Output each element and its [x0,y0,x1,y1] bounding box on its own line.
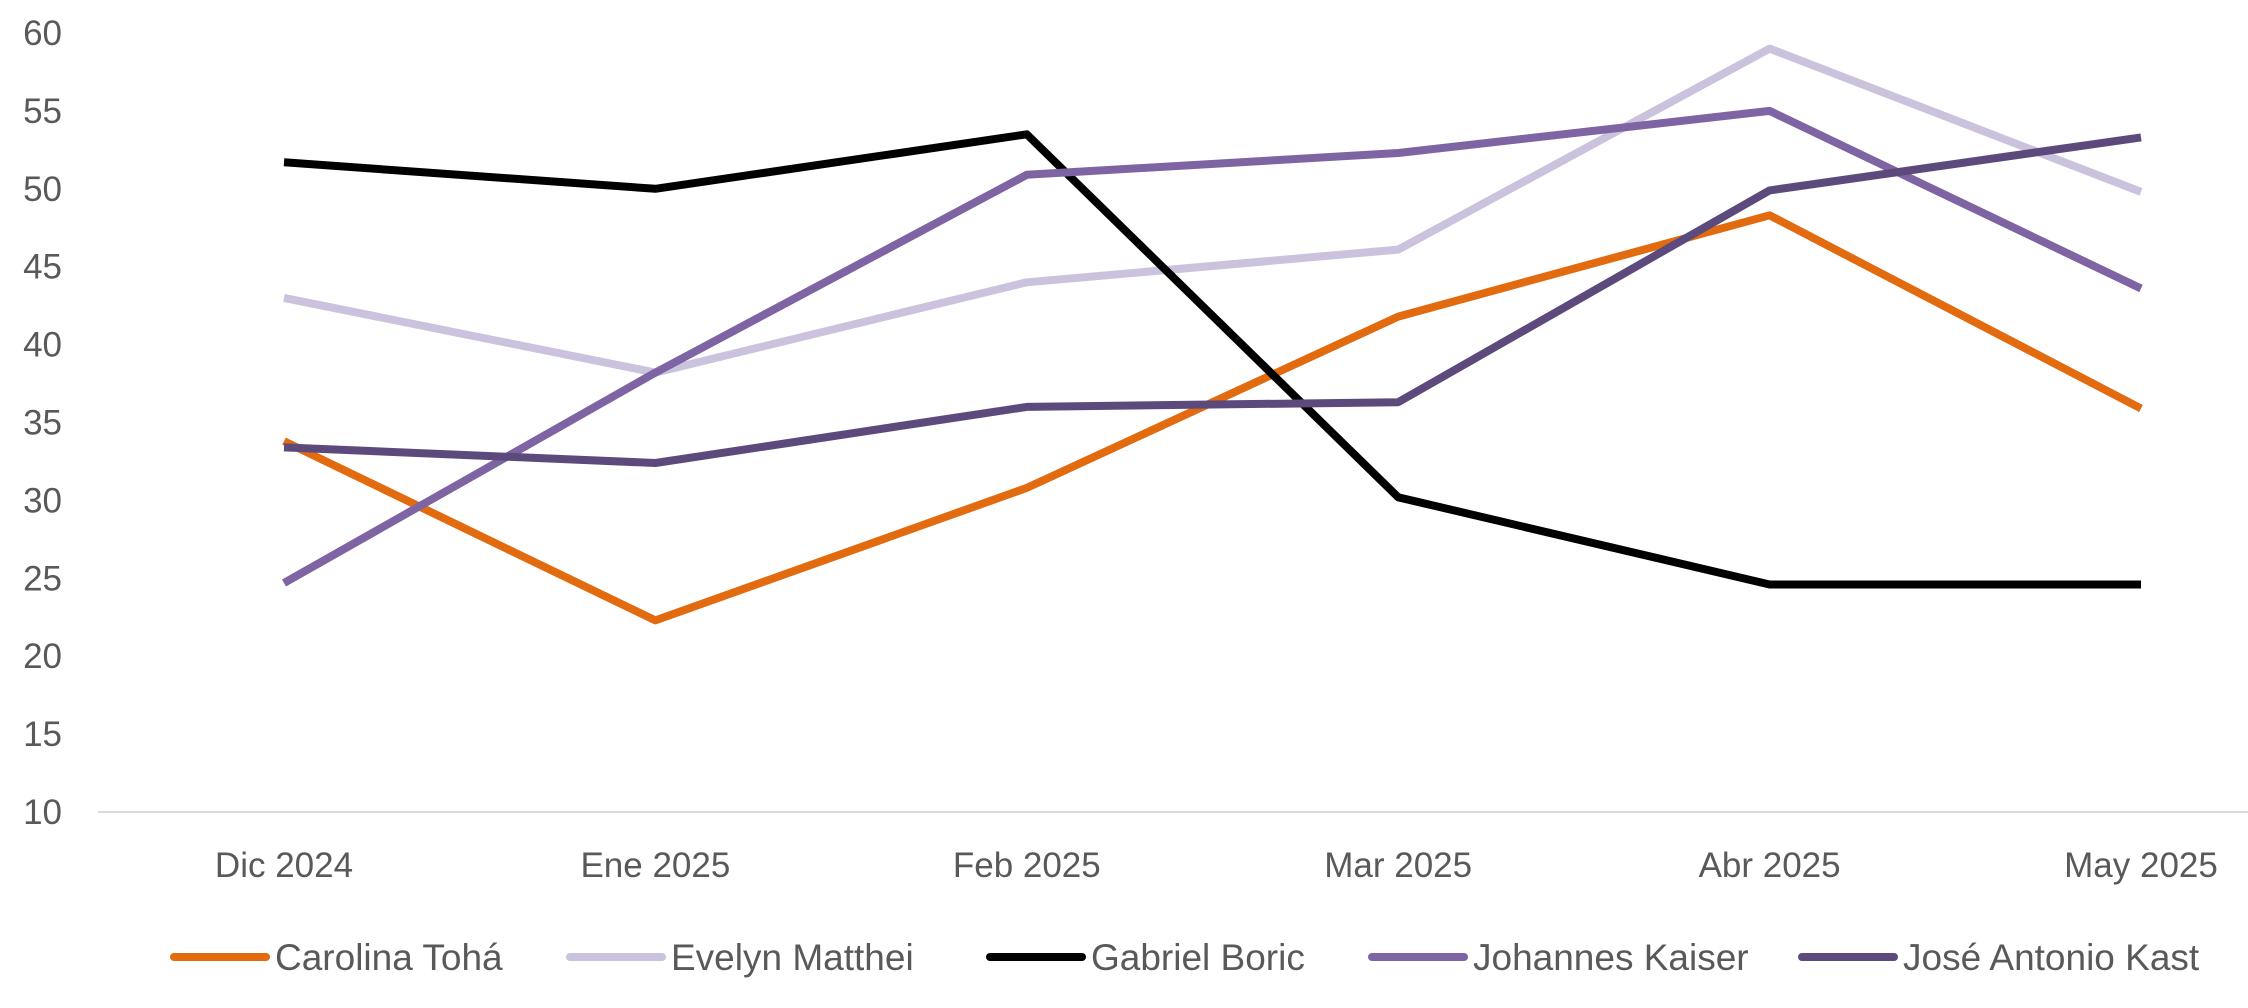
x-tick-label: Feb 2025 [953,846,1101,885]
legend-item: Johannes Kaiser [1368,937,1749,978]
series-lines [282,44,2143,625]
legend: Carolina Tohá Evelyn Matthei Gabriel Boric… [170,937,2200,978]
legend-item: José Antonio Kast [1798,937,2200,978]
y-tick-label: 30 [23,481,62,520]
x-tick-label: Ene 2025 [580,846,730,885]
y-tick-label: 35 [23,404,62,443]
legend-item: Carolina Tohá [170,937,503,978]
y-axis-ticks: 10 15 20 25 30 35 40 45 50 55 60 [23,14,62,832]
legend-label: Carolina Tohá [275,937,503,978]
series-line-1 [283,44,2143,377]
legend-label: Gabriel Boric [1091,937,1305,978]
y-tick-label: 20 [23,637,62,676]
x-tick-label: Mar 2025 [1324,846,1472,885]
y-tick-label: 50 [23,170,62,209]
series-line-2 [283,130,2141,589]
x-tick-label: May 2025 [2064,846,2218,885]
legend-item: Evelyn Matthei [566,937,914,978]
y-tick-label: 10 [23,793,62,832]
y-tick-label: 15 [23,715,62,754]
series-line-0 [282,211,2143,625]
y-tick-label: 45 [23,248,62,287]
legend-label: Evelyn Matthei [671,937,914,978]
series-line-4 [283,133,2142,467]
y-tick-label: 55 [23,92,62,131]
x-axis-ticks: Dic 2024 Ene 2025 Feb 2025 Mar 2025 Abr 2025… [215,846,2218,885]
legend-label: Johannes Kaiser [1473,937,1749,978]
legend-label: José Antonio Kast [1903,937,2200,978]
y-tick-label: 25 [23,559,62,598]
y-tick-label: 40 [23,326,62,365]
x-tick-label: Dic 2024 [215,846,353,885]
y-tick-label: 60 [23,14,62,53]
legend-item: Gabriel Boric [986,937,1305,978]
x-tick-label: Abr 2025 [1699,846,1841,885]
series-line-3 [282,106,2143,587]
